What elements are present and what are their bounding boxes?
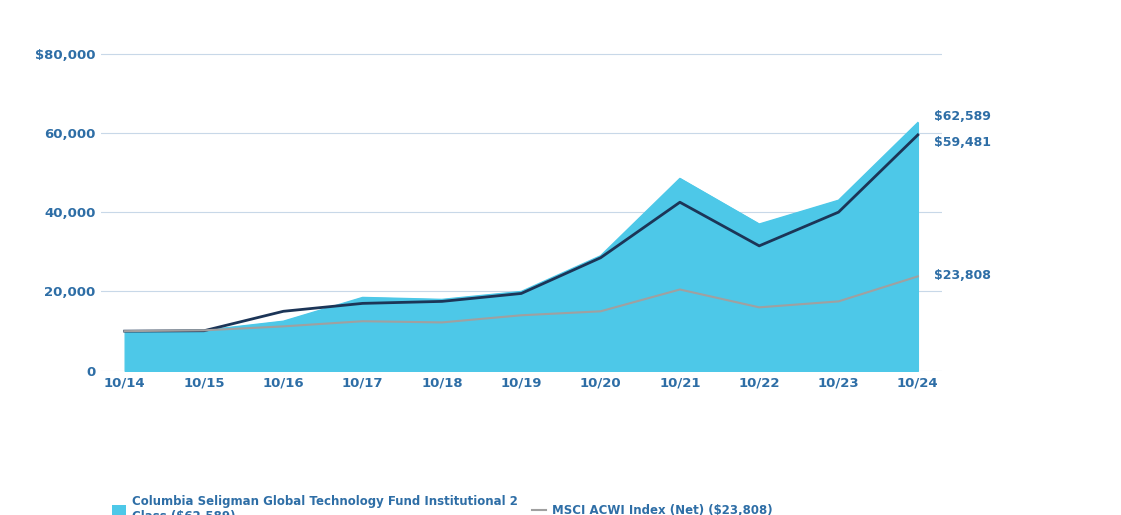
Legend: Columbia Seligman Global Technology Fund Institutional 2
Class ($62,589), MSCI W: Columbia Seligman Global Technology Fund… [106,490,777,515]
Text: $62,589: $62,589 [934,110,991,123]
Text: $23,808: $23,808 [934,269,991,282]
Text: $59,481: $59,481 [934,136,991,149]
